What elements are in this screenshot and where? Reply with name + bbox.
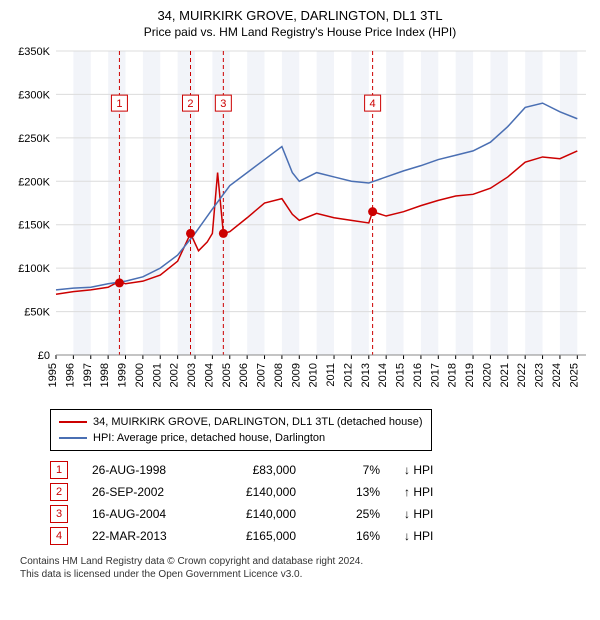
svg-text:2003: 2003 [186, 363, 198, 387]
sale-arrow: ↓ HPI [404, 463, 440, 477]
svg-text:£350K: £350K [18, 46, 50, 58]
chart-svg: £0 £50K £100K £150K £200K £250K £300K £350K 1995… [10, 45, 590, 405]
sale-number-box: 1 [50, 461, 68, 479]
sale-date: 26-AUG-1998 [92, 463, 202, 477]
sale-number-box: 2 [50, 483, 68, 501]
svg-text:1: 1 [116, 98, 122, 110]
svg-text:1998: 1998 [99, 363, 111, 387]
footer-line-2: This data is licensed under the Open Gov… [20, 568, 590, 581]
legend-swatch [59, 437, 87, 439]
svg-text:4: 4 [370, 98, 376, 110]
legend-row: 34, MUIRKIRK GROVE, DARLINGTON, DL1 3TL … [59, 414, 423, 430]
sale-price: £165,000 [226, 529, 296, 543]
svg-text:1997: 1997 [82, 363, 94, 387]
sale-arrow: ↓ HPI [404, 529, 440, 543]
svg-text:2004: 2004 [203, 363, 215, 387]
price-chart: £0 £50K £100K £150K £200K £250K £300K £350K 1995… [10, 45, 590, 405]
svg-text:2021: 2021 [499, 363, 511, 387]
legend: 34, MUIRKIRK GROVE, DARLINGTON, DL1 3TL … [50, 409, 432, 451]
svg-text:2015: 2015 [395, 363, 407, 387]
svg-text:2018: 2018 [447, 363, 459, 387]
svg-text:£150K: £150K [18, 220, 50, 232]
sale-pct: 25% [320, 507, 380, 521]
svg-text:2012: 2012 [342, 363, 354, 387]
svg-text:£200K: £200K [18, 176, 50, 188]
svg-text:£50K: £50K [24, 307, 50, 319]
sale-row: 3 16-AUG-2004 £140,000 25% ↓ HPI [50, 503, 590, 525]
sale-pct: 16% [320, 529, 380, 543]
svg-text:1999: 1999 [117, 363, 129, 387]
svg-text:1996: 1996 [64, 363, 76, 387]
sale-date: 16-AUG-2004 [92, 507, 202, 521]
svg-text:1995: 1995 [47, 363, 59, 387]
page-subtitle: Price paid vs. HM Land Registry's House … [10, 25, 590, 39]
sale-price: £83,000 [226, 463, 296, 477]
svg-text:2024: 2024 [551, 363, 563, 387]
svg-text:2002: 2002 [169, 363, 181, 387]
svg-text:£0: £0 [38, 350, 50, 362]
sale-number-box: 4 [50, 527, 68, 545]
sale-price: £140,000 [226, 507, 296, 521]
page-title: 34, MUIRKIRK GROVE, DARLINGTON, DL1 3TL [10, 8, 590, 23]
svg-text:2013: 2013 [360, 363, 372, 387]
svg-text:2025: 2025 [568, 363, 580, 387]
sale-row: 2 26-SEP-2002 £140,000 13% ↑ HPI [50, 481, 590, 503]
svg-text:2019: 2019 [464, 363, 476, 387]
svg-text:£250K: £250K [18, 133, 50, 145]
svg-text:2010: 2010 [308, 363, 320, 387]
footer-line-1: Contains HM Land Registry data © Crown c… [20, 555, 590, 568]
svg-text:2020: 2020 [481, 363, 493, 387]
sale-row: 1 26-AUG-1998 £83,000 7% ↓ HPI [50, 459, 590, 481]
sale-date: 26-SEP-2002 [92, 485, 202, 499]
sale-price: £140,000 [226, 485, 296, 499]
svg-text:2008: 2008 [273, 363, 285, 387]
sale-pct: 13% [320, 485, 380, 499]
footer: Contains HM Land Registry data © Crown c… [20, 555, 590, 581]
svg-text:2005: 2005 [221, 363, 233, 387]
legend-row: HPI: Average price, detached house, Darl… [59, 430, 423, 446]
svg-text:2009: 2009 [290, 363, 302, 387]
svg-text:2000: 2000 [134, 363, 146, 387]
legend-label: HPI: Average price, detached house, Darl… [93, 430, 325, 446]
sales-table: 1 26-AUG-1998 £83,000 7% ↓ HPI 2 26-SEP-2002 £1… [50, 459, 590, 547]
svg-text:2001: 2001 [151, 363, 163, 387]
sale-arrow: ↓ HPI [404, 507, 440, 521]
svg-text:2007: 2007 [256, 363, 268, 387]
legend-swatch [59, 421, 87, 423]
legend-label: 34, MUIRKIRK GROVE, DARLINGTON, DL1 3TL … [93, 414, 423, 430]
sale-number-box: 3 [50, 505, 68, 523]
sale-date: 22-MAR-2013 [92, 529, 202, 543]
sale-pct: 7% [320, 463, 380, 477]
sale-row: 4 22-MAR-2013 £165,000 16% ↓ HPI [50, 525, 590, 547]
svg-text:£300K: £300K [18, 89, 50, 101]
svg-text:2006: 2006 [238, 363, 250, 387]
svg-text:2023: 2023 [534, 363, 546, 387]
svg-text:2016: 2016 [412, 363, 424, 387]
svg-text:£100K: £100K [18, 263, 50, 275]
svg-text:2014: 2014 [377, 363, 389, 387]
svg-text:2: 2 [187, 98, 193, 110]
svg-text:2017: 2017 [429, 363, 441, 387]
sale-arrow: ↑ HPI [404, 485, 440, 499]
svg-text:3: 3 [220, 98, 226, 110]
svg-text:2011: 2011 [325, 363, 337, 387]
svg-text:2022: 2022 [516, 363, 528, 387]
